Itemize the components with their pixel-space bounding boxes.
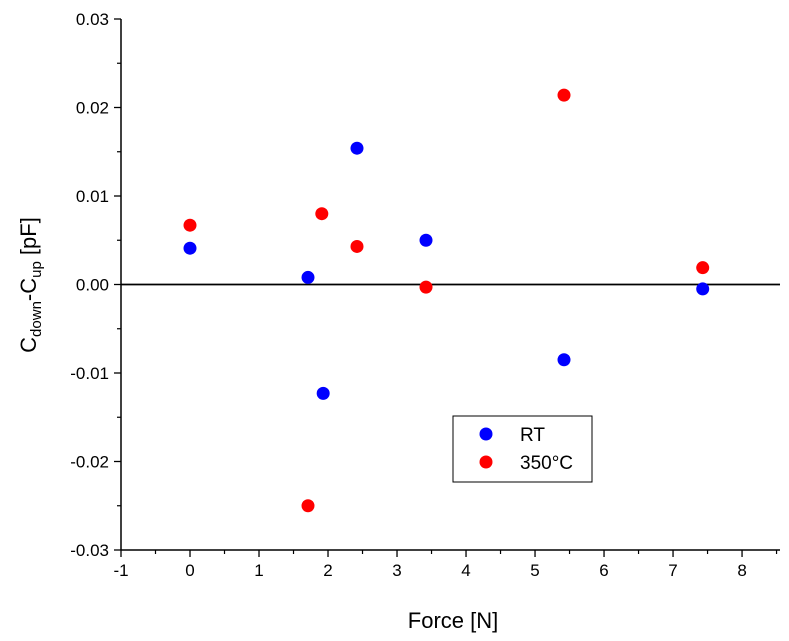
y-tick-label: 0.02	[76, 99, 109, 118]
data-point-350°C	[696, 261, 710, 275]
x-tick-label: 0	[185, 561, 194, 580]
x-tick-label: 3	[392, 561, 401, 580]
data-point-RT	[557, 353, 571, 367]
legend-label: 350°C	[520, 453, 573, 474]
x-tick-label: -1	[113, 561, 128, 580]
data-point-RT	[696, 282, 710, 296]
x-tick-label: 6	[599, 561, 608, 580]
y-tick-label: 0.00	[76, 276, 109, 295]
legend-marker	[479, 427, 493, 441]
legend: RT 350°C	[452, 415, 593, 483]
data-point-RT	[419, 233, 433, 247]
data-point-350°C	[419, 280, 433, 294]
y-tick-label: -0.01	[70, 364, 109, 383]
data-point-350°C	[315, 207, 329, 221]
legend-marker	[479, 455, 493, 469]
y-axis-title: Cdown-Cup [pF]	[16, 217, 45, 353]
data-point-RT	[301, 270, 315, 284]
x-tick-label: 5	[530, 561, 539, 580]
x-tick-label: 1	[254, 561, 263, 580]
data-point-350°C	[350, 239, 364, 253]
data-point-350°C	[183, 218, 197, 232]
legend-box	[452, 415, 593, 483]
y-tick-label: 0.03	[76, 10, 109, 29]
y-tick-label: -0.03	[70, 541, 109, 560]
x-axis-title: Force [N]	[408, 608, 498, 633]
axes: -1 0 1 2 3 4 5 6 7 8 -0.03 -0.02 -0.01 0.00 0.01 0.02 0.…	[70, 10, 780, 580]
x-tick-label: 7	[668, 561, 677, 580]
data-point-RT	[316, 386, 330, 400]
data-point-RT	[350, 141, 364, 155]
data-point-RT	[183, 241, 197, 255]
x-tick-label: 4	[461, 561, 470, 580]
data-point-350°C	[301, 499, 315, 513]
x-tick-label: 8	[737, 561, 746, 580]
data-point-350°C	[557, 88, 571, 102]
y-tick-label: 0.01	[76, 187, 109, 206]
x-tick-label: 2	[323, 561, 332, 580]
legend-label: RT	[520, 425, 545, 446]
data-points	[183, 88, 710, 513]
y-tick-label: -0.02	[70, 453, 109, 472]
